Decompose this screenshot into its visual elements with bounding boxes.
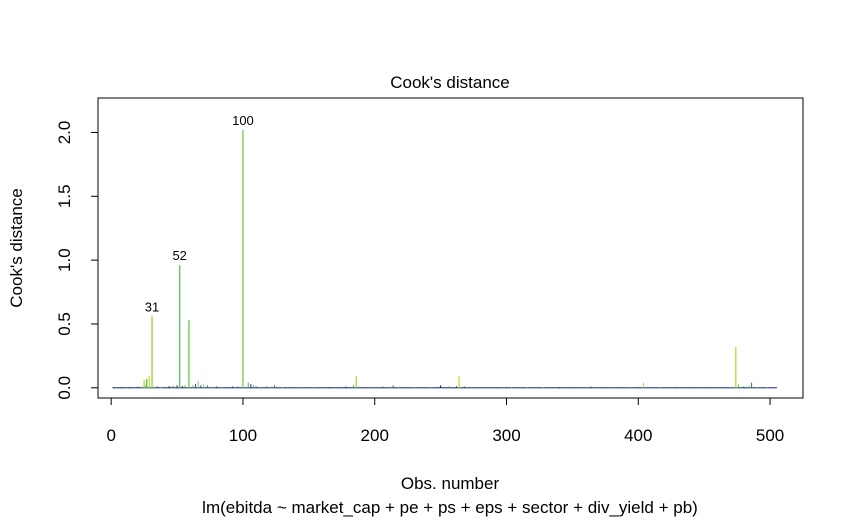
y-axis-label: Cook's distance	[7, 188, 26, 307]
y-tick-label: 0.5	[55, 312, 74, 336]
y-axis: 0.0 0.5 1.0 1.5 2.0	[55, 121, 99, 400]
plot-frame	[97, 97, 804, 399]
x-tick-label: 100	[229, 426, 257, 445]
x-tick-label: 200	[361, 426, 389, 445]
outlier-label: 31	[145, 299, 159, 314]
chart-title: Cook's distance	[390, 73, 509, 92]
x-tick-label: 300	[492, 426, 520, 445]
y-tick-label: 1.5	[55, 184, 74, 208]
outlier-label: 100	[232, 113, 254, 128]
point-labels-layer: 31 52 100	[145, 113, 254, 314]
y-tick-label: 0.0	[55, 376, 74, 400]
y-tick-label: 1.0	[55, 248, 74, 272]
y-tick-label: 2.0	[55, 121, 74, 145]
x-axis: 0 100 200 300 400 500	[106, 397, 784, 445]
bars-layer	[112, 129, 778, 389]
chart-subtitle: lm(ebitda ~ market_cap + pe + ps + eps +…	[202, 498, 698, 517]
x-axis-label: Obs. number	[401, 474, 500, 493]
x-tick-label: 400	[624, 426, 652, 445]
x-tick-label: 500	[756, 426, 784, 445]
outlier-label: 52	[172, 248, 186, 263]
x-tick-label: 0	[106, 426, 115, 445]
